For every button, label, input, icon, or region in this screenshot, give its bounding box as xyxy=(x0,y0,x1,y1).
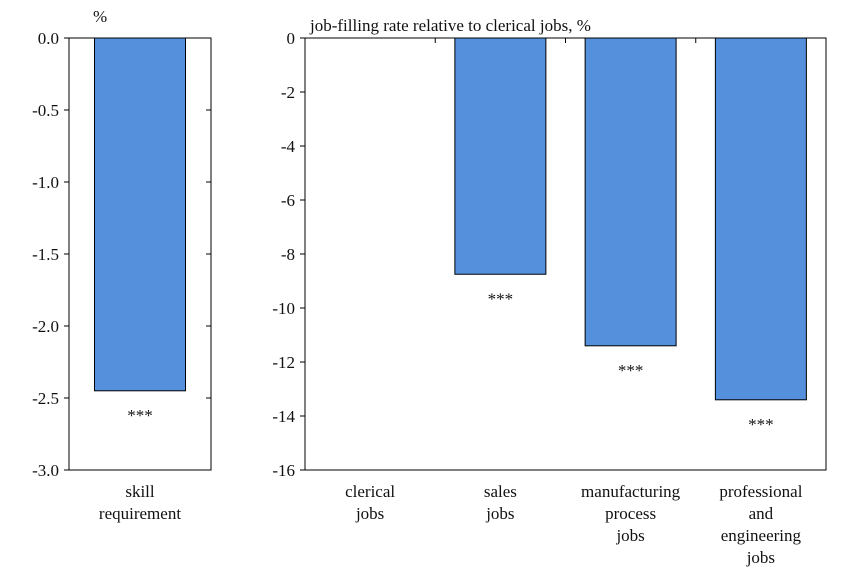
x-category-label: clerical xyxy=(345,482,395,501)
y-tick-label: -16 xyxy=(272,461,295,480)
x-category-label: requirement xyxy=(99,504,181,523)
bar-annotation: *** xyxy=(618,361,644,380)
bar xyxy=(94,37,186,392)
x-category-label: jobs xyxy=(746,548,775,567)
bar-annotation: *** xyxy=(488,289,514,308)
y-tick-label: -2 xyxy=(281,83,295,102)
x-category-label: skill xyxy=(125,482,155,501)
y-tick-label: -0.5 xyxy=(32,101,59,120)
x-category-label: manufacturing xyxy=(581,482,681,501)
x-category-label: engineering xyxy=(721,526,802,545)
y-tick-label: 0.0 xyxy=(38,29,59,48)
x-category-label: and xyxy=(749,504,774,523)
y-tick-label: -2.0 xyxy=(32,317,59,336)
y-tick-label: -12 xyxy=(272,353,295,372)
x-category-label: professional xyxy=(719,482,802,501)
bar xyxy=(714,37,807,401)
x-category-label: jobs xyxy=(355,504,384,523)
y-tick-label: -14 xyxy=(272,407,295,426)
x-category-label: process xyxy=(605,504,656,523)
bar xyxy=(584,37,677,347)
y-tick-label: 0 xyxy=(287,29,296,48)
bar-annotation: *** xyxy=(748,415,774,434)
bar-annotation: *** xyxy=(127,406,153,425)
x-category-label: sales xyxy=(484,482,517,501)
x-category-label: jobs xyxy=(615,526,644,545)
y-tick-label: -1.5 xyxy=(32,245,59,264)
y-tick-label: -4 xyxy=(281,137,296,156)
y-tick-label: -8 xyxy=(281,245,295,264)
y-tick-label: -1.0 xyxy=(32,173,59,192)
bar xyxy=(454,37,547,275)
y-tick-label: -6 xyxy=(281,191,295,210)
x-category-label: jobs xyxy=(485,504,514,523)
chart-title-1: job-filling rate relative to clerical jo… xyxy=(309,16,591,35)
y-tick-label: -10 xyxy=(272,299,295,318)
y-tick-label: -2.5 xyxy=(32,389,59,408)
chart-title-0: % xyxy=(93,7,107,26)
y-tick-label: -3.0 xyxy=(32,461,59,480)
